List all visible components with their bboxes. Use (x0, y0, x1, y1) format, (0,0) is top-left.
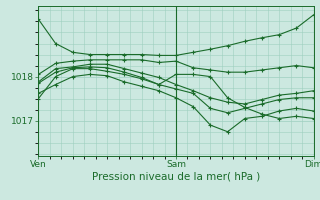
X-axis label: Pression niveau de la mer( hPa ): Pression niveau de la mer( hPa ) (92, 172, 260, 182)
